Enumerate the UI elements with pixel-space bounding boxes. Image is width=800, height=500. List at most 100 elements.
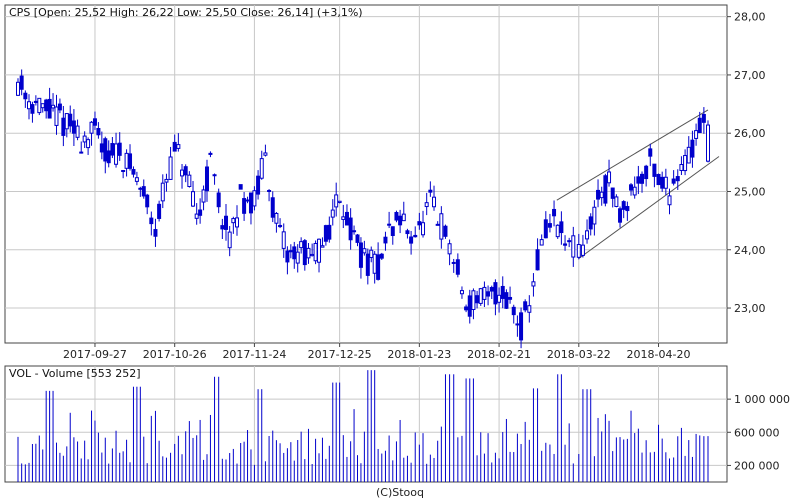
x-tick-label: 2017-10-26 [143,348,207,361]
candle-body [89,121,94,134]
candle-body [614,196,619,207]
volume-panel: VOL - Volume [553 252] 200 000 600 000 1 0… [4,365,790,483]
trend-channel [556,109,720,259]
candle-body [106,150,111,164]
candle-body [71,120,76,134]
candle-body [68,113,73,127]
candle-body [398,215,403,226]
candle-body [117,142,122,156]
candle-body [656,173,661,186]
candle-body [44,99,49,112]
candle-body [390,226,395,237]
candle-body [588,216,593,230]
candle-body [603,175,608,204]
candle-body [99,143,104,153]
candle-body [145,194,150,208]
candle-body [153,229,158,237]
candle-body [571,235,576,258]
price-y-axis: 23,00 24,00 25,00 26,00 27,00 28,00 [727,11,766,315]
candle-body [180,169,185,177]
candle-body [706,124,710,162]
x-tick-label: 2017-11-24 [222,348,286,361]
candle-body [515,323,520,326]
candle-body [183,166,188,176]
candle-body [497,294,502,303]
candle-body [365,253,370,276]
candle-body [47,98,52,119]
candle-body [344,211,349,226]
candle-body [220,225,225,230]
candle-body [679,164,684,171]
candle-body [447,243,452,255]
candle-body [242,198,247,214]
candle-body [694,130,699,139]
candle-body [413,234,418,238]
candle-body [252,190,257,207]
candle-body [523,301,528,311]
candle-body [421,222,426,236]
candle-body [259,158,264,179]
candle-body [369,249,374,258]
candle-body [451,261,456,264]
candle-body [409,236,414,244]
candle-body [489,287,494,292]
candle-body [348,217,353,241]
candle-body [30,104,35,114]
candle-body [51,104,56,109]
candle-body [660,176,665,189]
candle-body [23,92,28,100]
candle-body [547,223,552,228]
candle-body [648,148,653,157]
candle-body [278,224,283,228]
candle-body [320,245,325,248]
candle-body [475,295,480,304]
price-y-tick-label: 28,00 [734,11,766,24]
candle-body [459,290,464,295]
price-y-tick-label: 25,00 [734,185,766,198]
x-tick-label: 2018-04-20 [627,348,691,361]
volume-panel-header: VOL - Volume [553 252] [9,367,141,380]
candle-body [16,81,20,96]
candle-body [417,221,422,226]
price-y-tick-label: 27,00 [734,69,766,82]
candle-body [471,290,476,310]
candle-body [519,312,524,341]
volume-y-axis: 200 000 600 000 1 000 000 [727,393,790,472]
candle-body [110,143,115,156]
candle-body [482,286,487,300]
candle-body [157,203,162,219]
candle-body [701,114,706,123]
footer-credit: (C)Stooq [376,486,424,499]
candle-body [103,138,108,162]
volume-bars [17,370,709,482]
candle-body [500,285,505,299]
candle-body [467,295,472,317]
candle-body [292,246,297,260]
candle-body [288,250,293,253]
candle-body [358,242,363,268]
candle-body [355,234,360,243]
candle-body [191,191,196,207]
candle-body [256,175,261,195]
candle-body [667,195,672,206]
price-candles [16,69,710,349]
price-panel-frame [4,4,728,344]
candle-body [172,141,177,152]
candle-body [341,216,346,220]
candle-body [508,296,513,300]
candle-body [563,243,568,246]
candle-body [168,156,173,180]
candle-body [432,196,437,208]
candle-body [592,206,597,225]
candle-body [629,184,634,191]
candle-body [455,259,460,275]
x-tick-label: 2018-03-22 [547,348,611,361]
candle-body [33,100,38,103]
candle-body [141,186,146,197]
candle-body [383,236,388,244]
candle-body [299,241,304,249]
candle-body [527,305,532,313]
candle-body [424,202,429,208]
price-panel-header: CPS [Open: 25,52 High: 26,22 Low: 25,50 … [9,6,363,19]
